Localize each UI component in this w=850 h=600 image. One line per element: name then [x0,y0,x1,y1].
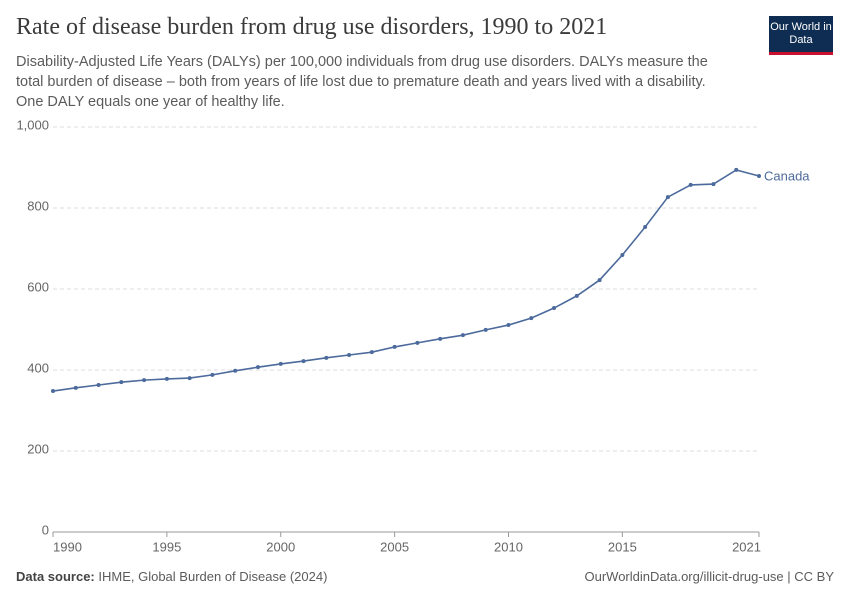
point [369,350,374,355]
point [324,355,329,360]
point [142,378,147,383]
point [665,195,670,200]
point [164,376,169,381]
point [415,340,420,345]
point [552,306,557,311]
point [757,174,761,179]
point [688,182,693,187]
point [255,365,260,370]
point [96,382,101,387]
point [278,361,283,366]
point [73,385,78,390]
point [460,333,465,338]
y-tick-label: 400 [27,360,49,375]
x-tick-label: 2010 [494,539,523,554]
series-label: Canada [764,168,810,183]
x-tick-label: 2021 [732,539,761,554]
point [51,389,55,394]
point [119,380,124,385]
chart: 0 200 400 600 800 1,000 1990 1995 2000 2005 2010 20… [16,117,810,554]
x-tick-label: 2015 [608,539,637,554]
url[interactable]: OurWorldinData.org/illicit-drug-use | CC… [584,569,835,584]
source-text: IHME, Global Burden of Disease (2024) [98,569,328,584]
point [210,372,215,377]
point [187,376,192,381]
point [574,293,579,298]
point [597,278,602,283]
y-tick-label: 1,000 [16,117,49,132]
point [643,225,648,230]
chart-subtitle: Disability-Adjusted Life Years (DALYs) p… [16,54,708,110]
y-tick-label: 600 [27,279,49,294]
point [392,344,397,349]
y-tick-label: 800 [27,198,49,213]
x-tick-label: 2005 [380,539,409,554]
point [711,182,716,187]
source: Data source: IHME, Global Burden of Dise… [16,569,327,584]
point [301,359,306,364]
logo[interactable]: Our World in Data [769,16,833,55]
point [620,252,625,257]
point [506,323,511,328]
source-label: Data source: [16,569,95,584]
line [52,169,760,392]
point [483,327,488,332]
y-tick-label: 0 [42,522,49,537]
point [734,167,739,172]
point [233,368,238,373]
x-tick-label: 1990 [53,539,82,554]
x-tick-label: 1995 [152,539,181,554]
point [438,336,443,341]
chart-title: Rate of disease burden from drug use dis… [16,14,608,40]
y-tick-label: 200 [27,441,49,456]
point [529,316,534,321]
x-tick-label: 2000 [266,539,295,554]
point [347,353,352,358]
